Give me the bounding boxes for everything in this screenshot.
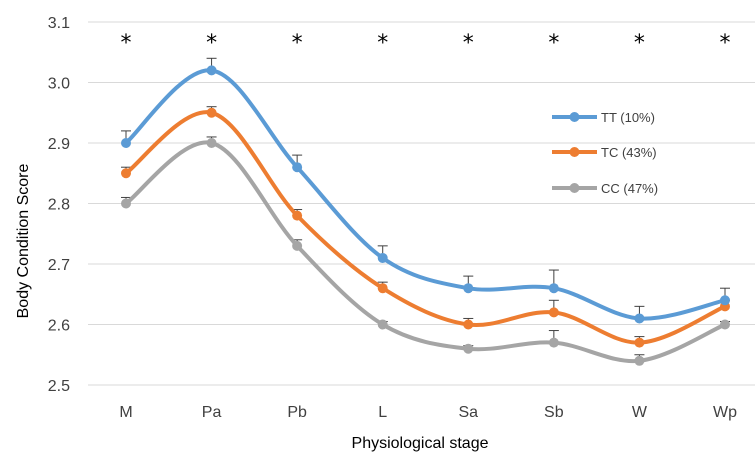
data-point <box>548 307 559 318</box>
data-point <box>548 283 559 294</box>
x-tick-label: Pb <box>287 404 307 421</box>
significance-star: * <box>634 31 645 56</box>
x-tick-label: M <box>119 404 132 421</box>
data-point <box>463 283 474 294</box>
data-point <box>377 283 388 294</box>
data-point <box>121 198 131 209</box>
series-tt <box>121 57 730 324</box>
data-point <box>719 319 730 330</box>
data-point <box>463 343 474 354</box>
legend-label: TC (43%) <box>601 145 657 160</box>
series-line <box>124 140 727 364</box>
data-point <box>206 138 217 148</box>
legend-swatch-marker <box>569 183 580 193</box>
data-point <box>121 168 131 179</box>
data-point <box>719 295 730 306</box>
significance-star: * <box>548 31 559 56</box>
y-tick-label: 2.5 <box>48 378 70 395</box>
legend: TT (10%) TC (43%) CC (47%) <box>552 110 658 196</box>
x-tick-labels: M Pa Pb L Sa Sb W Wp <box>119 404 737 421</box>
significance-star: * <box>463 31 474 56</box>
data-point <box>634 355 645 366</box>
x-tick-label: Sb <box>544 404 564 421</box>
y-tick-label: 3.1 <box>48 15 70 32</box>
data-point <box>292 210 303 221</box>
data-point <box>377 252 388 263</box>
x-axis-title: Physiological stage <box>352 435 489 452</box>
data-point <box>206 65 217 76</box>
y-tick-label: 3.0 <box>48 76 70 93</box>
y-tick-label: 2.9 <box>48 136 70 153</box>
series-layer <box>121 57 730 366</box>
significance-star: * <box>719 31 730 56</box>
legend-swatch-marker <box>569 112 580 122</box>
data-point <box>206 107 217 118</box>
y-axis-title: Body Condition Score <box>15 164 32 319</box>
significance-star: * <box>292 31 303 56</box>
series-cc <box>121 136 730 366</box>
data-point <box>634 313 645 324</box>
x-tick-label: Wp <box>713 404 737 421</box>
legend-label: CC (47%) <box>601 181 658 196</box>
y-tick-label: 2.7 <box>48 257 70 274</box>
x-tick-label: Pa <box>202 404 222 421</box>
legend-swatch-marker <box>569 147 580 157</box>
significance-star: * <box>377 31 388 56</box>
legend-label: TT (10%) <box>601 110 655 125</box>
data-point <box>377 319 388 330</box>
x-tick-label: L <box>378 404 387 421</box>
significance-star: * <box>206 31 217 56</box>
significance-star: * <box>121 31 132 56</box>
x-tick-label: Sa <box>458 404 478 421</box>
y-tick-label: 2.6 <box>48 318 70 335</box>
y-tick-labels: 2.5 2.6 2.7 2.8 2.9 3.0 3.1 <box>48 15 70 395</box>
series-line <box>124 110 727 345</box>
data-point <box>548 337 559 348</box>
significance-markers: * * * * * * * * <box>121 31 731 56</box>
x-tick-label: W <box>632 404 648 421</box>
data-point <box>292 162 303 173</box>
data-point <box>634 337 645 348</box>
data-point <box>463 319 474 330</box>
data-point <box>121 138 131 148</box>
y-tick-label: 2.8 <box>48 197 70 214</box>
data-point <box>292 240 303 251</box>
